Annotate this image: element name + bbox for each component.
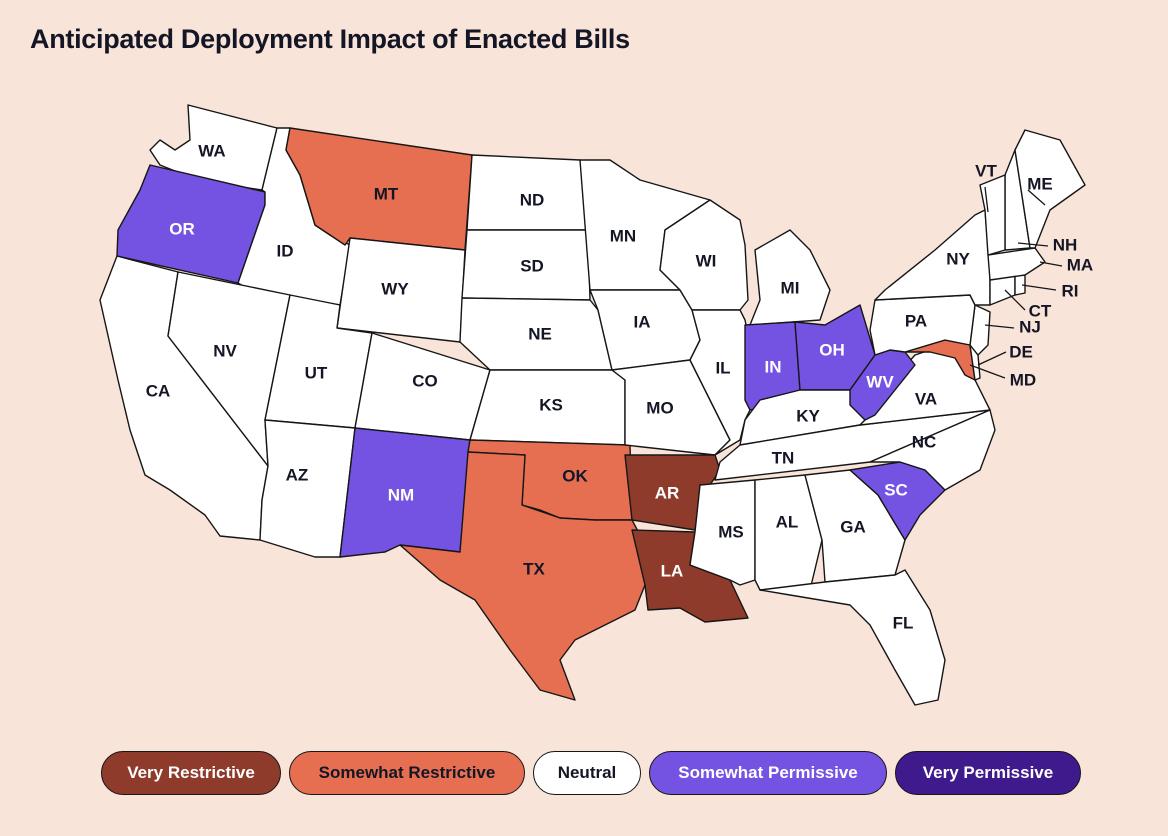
state-label-ny: NY: [946, 249, 970, 268]
state-label-ri: RI: [1062, 281, 1079, 300]
state-label-ky: KY: [796, 406, 820, 425]
state-label-ga: GA: [840, 517, 866, 536]
state-label-al: AL: [776, 512, 799, 531]
state-label-de: DE: [1009, 342, 1033, 361]
state-tx: [399, 451, 646, 701]
map-title: Anticipated Deployment Impact of Enacted…: [30, 24, 630, 54]
leader-line-md: [969, 364, 1006, 379]
state-label-me: ME: [1027, 174, 1053, 193]
state-label-ne: NE: [528, 324, 552, 343]
state-label-wi: WI: [696, 251, 717, 270]
state-label-wa: WA: [198, 141, 225, 160]
state-label-az: AZ: [286, 465, 309, 484]
state-label-il: IL: [715, 358, 730, 377]
state-label-id: ID: [277, 241, 294, 260]
state-label-ms: MS: [718, 522, 744, 541]
state-label-or: OR: [169, 219, 195, 238]
legend-item-somewhat-restrictive: Somewhat Restrictive: [289, 751, 525, 795]
legend-item-neutral: Neutral: [533, 751, 641, 795]
state-label-md: MD: [1010, 370, 1036, 389]
state-label-sd: SD: [520, 256, 544, 275]
state-label-nd: ND: [520, 190, 545, 209]
state-wi: [659, 199, 749, 311]
leader-line-me: [1027, 189, 1046, 206]
leader-line-ri: [1021, 284, 1057, 291]
leader-line-ct: [1004, 289, 1026, 311]
state-label-wv: WV: [866, 372, 894, 391]
state-label-wy: WY: [381, 279, 409, 298]
state-label-sc: SC: [884, 480, 908, 499]
state-label-nv: NV: [213, 341, 237, 360]
state-label-fl: FL: [893, 613, 914, 632]
leader-line-ma: [1039, 261, 1063, 267]
state-label-pa: PA: [905, 311, 927, 330]
state-label-ma: MA: [1067, 255, 1093, 274]
legend-item-somewhat-permissive: Somewhat Permissive: [649, 751, 887, 795]
state-label-nj: NJ: [1019, 317, 1041, 336]
state-label-ks: KS: [539, 395, 563, 414]
state-label-ar: AR: [655, 483, 680, 502]
state-label-va: VA: [915, 389, 937, 408]
state-label-in: IN: [765, 357, 782, 376]
state-label-ok: OK: [562, 466, 588, 485]
legend-item-very-permissive: Very Permissive: [895, 751, 1081, 795]
state-ny: [874, 209, 991, 306]
leader-line-vt: [984, 186, 989, 213]
state-label-ca: CA: [146, 381, 171, 400]
state-mi: [749, 229, 831, 326]
state-az: [259, 419, 356, 558]
state-label-tx: TX: [523, 559, 545, 578]
state-nc: [869, 409, 996, 491]
state-label-ut: UT: [305, 363, 328, 382]
legend-item-very-restrictive: Very Restrictive: [101, 751, 281, 795]
state-il: [689, 309, 761, 456]
state-label-mi: MI: [781, 278, 800, 297]
state-label-mn: MN: [610, 226, 636, 245]
state-label-oh: OH: [819, 340, 845, 359]
state-label-la: LA: [661, 561, 684, 580]
leader-line-nh: [1017, 242, 1049, 247]
state-label-nh: NH: [1053, 235, 1078, 254]
leader-line-nj: [984, 324, 1015, 329]
state-label-mt: MT: [374, 184, 399, 203]
state-label-tn: TN: [772, 448, 795, 467]
state-fl: [759, 569, 946, 706]
state-label-ia: IA: [634, 312, 651, 331]
state-label-vt: VT: [975, 161, 997, 180]
state-label-mo: MO: [646, 398, 673, 417]
state-label-nm: NM: [388, 485, 414, 504]
state-me: [1014, 129, 1086, 249]
leader-line-de: [977, 351, 1007, 366]
state-label-nc: NC: [912, 432, 937, 451]
legend: Very Restrictive Somewhat Restrictive Neut…: [101, 751, 1081, 795]
state-ma: [987, 247, 1046, 281]
state-label-co: CO: [412, 371, 438, 390]
state-label-ct: CT: [1029, 301, 1052, 320]
